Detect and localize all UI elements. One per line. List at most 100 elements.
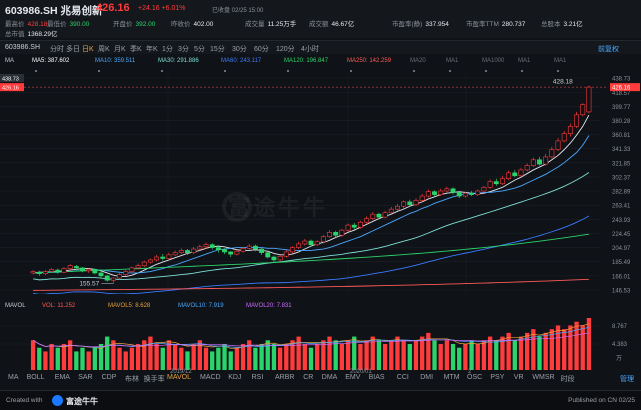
ma-legend-item-5[interactable]: MA250: 142.259 [347,58,392,64]
tab-6[interactable]: 年K [146,46,158,53]
ma-legend-item-10[interactable]: MA1 [554,58,567,64]
indicator-tab-15[interactable]: BIAS [368,374,385,381]
candle-body [376,213,382,218]
candle-body [197,246,203,250]
ma-legend-item-8[interactable]: MA1000 [482,58,505,64]
volume-bar [413,340,419,370]
indicator-tab-19[interactable]: OSC [467,374,483,381]
stat-label: 总市值 [5,31,25,38]
volume-bar [80,347,85,370]
indicator-tab-8[interactable]: MACD [200,374,221,381]
tab-1[interactable]: 多日 [66,46,80,53]
candle-body [92,269,98,274]
candle-body [382,212,388,218]
indicator-tab-16[interactable]: CCI [396,374,409,381]
stat-value: 1368.29亿 [27,31,58,38]
price-tick-label: 224.45 [612,232,631,238]
current-price-tag-label: 426.16 [612,86,631,92]
candle-body [537,159,542,165]
tab-7[interactable]: 1分 [162,46,173,53]
adjust-selector[interactable]: 前复权 [598,46,619,53]
price-tick-label: 438.73 [612,77,631,83]
tab-13[interactable]: 120分 [276,46,295,53]
ma-label: MA [5,58,14,64]
ma-legend-item-2[interactable]: MA30: 291.886 [158,58,199,64]
indicator-tab-1[interactable]: BOLL [26,374,45,381]
volume-bar [401,340,406,370]
ma-legend-item-1[interactable]: MA10: 359.511 [95,58,136,64]
vol-legend-item-2[interactable]: MAVOL5: 8.628 [108,303,151,309]
indicator-tab-6[interactable]: 换手率 [143,376,165,383]
ma-legend-item-6[interactable]: MA20 [410,58,426,64]
legend-dot [521,70,523,72]
tab-2[interactable]: 日K [82,46,94,53]
volume-bar [228,351,233,370]
volume-bar [154,344,159,370]
indicator-tab-3[interactable]: SAR [78,374,93,381]
indicator-tab-4[interactable]: CDP [101,374,117,381]
volume-bar [43,351,48,370]
vol-legend-item-3[interactable]: MAVOL10: 7.919 [178,303,224,309]
volume-bar [49,344,54,370]
indicator-tab-11[interactable]: ARBR [275,374,295,381]
price-tick-label: 166.01 [612,274,631,280]
indicator-tab-22[interactable]: WMSR [532,374,555,381]
volume-bar [37,347,42,370]
indicator-tab-9[interactable]: KDJ [228,374,242,381]
indicator-tab-0[interactable]: MA [8,374,19,381]
candle-body [277,255,283,261]
indicator-tab-23[interactable]: 时段 [560,376,575,383]
volume-bar [562,329,567,370]
candle-body [357,221,363,228]
volume-bar [111,340,116,370]
indicator-tab-20[interactable]: PSY [490,374,505,381]
indicator-tab-12[interactable]: CR [303,374,314,381]
volume-bar [179,347,184,370]
ma-legend-item-4[interactable]: MA120: 196.847 [284,58,329,64]
indicator-tab-5[interactable]: 布林 [125,376,139,383]
tab-5[interactable]: 季K [130,46,142,53]
indicator-tab-7[interactable]: MAVOL [167,374,191,381]
tab-10[interactable]: 15分 [210,46,225,53]
ma-legend-item-3[interactable]: MA60: 243.117 [221,58,262,64]
volume-bar [191,344,196,370]
vol-legend-item-1[interactable]: VOL: 11.252 [42,303,76,309]
ma-legend-item-0[interactable]: MA5: 387.602 [32,58,70,64]
tab-14[interactable]: 4小时 [301,46,319,53]
indicator-tab-17[interactable]: DMI [420,374,434,381]
volume-bar [321,340,326,370]
legend-dot [350,70,352,72]
stat-6: 市盈率(静) 337.954 [392,18,449,28]
candle-body [271,256,277,261]
indicator-tab-18[interactable]: MTM [443,374,460,381]
tab-8[interactable]: 3分 [178,46,189,53]
vol-legend-item-4[interactable]: MAVOL20: 7.831 [246,303,292,309]
footer: Created with 富途牛牛 Published on CN 02/25 [0,390,641,410]
indicator-tab-10[interactable]: RSI [251,374,264,381]
volume-bar [290,340,295,370]
stat-8: 总股本 3.21亿 [541,18,583,28]
stat-label: 最低价 [47,21,67,28]
ma-legend-item-7[interactable]: MA1 [446,58,459,64]
candle-body [240,248,246,252]
legend-dot [35,70,37,72]
indicator-tab-13[interactable]: DMA [321,374,338,381]
indicator-tab-21[interactable]: VR [513,374,524,381]
tab-9[interactable]: 5分 [194,46,205,53]
volume-bar [148,336,153,370]
tab-11[interactable]: 30分 [232,46,247,53]
manage-button[interactable]: 管理 [620,376,634,383]
tab-3[interactable]: 周K [98,46,110,53]
ma-legend-item-9[interactable]: MA1 [518,58,531,64]
period-toolbar: 603986.SH 分时 多日 日K 周K 月K 季K 年K 1分 3分 5分 15分 30分 60分 1… [0,40,641,54]
candlestick-chart[interactable]: 438.73 428.18 418.57 399.77 380.28 360.81 341.… [0,74,641,294]
indicator-tab-2[interactable]: EMA [54,374,70,381]
volume-chart[interactable]: 8.767 4.383 万 2019/12 2020/01 2 [0,312,641,374]
tab-0[interactable]: 分时 [50,46,64,53]
indicator-tab-14[interactable]: EMV [345,374,361,381]
tab-4[interactable]: 月K [114,46,126,53]
stat-value: 11.25万手 [267,21,297,28]
tab-12[interactable]: 60分 [254,46,269,53]
candle-body [178,250,184,253]
volume-bar [135,344,141,370]
